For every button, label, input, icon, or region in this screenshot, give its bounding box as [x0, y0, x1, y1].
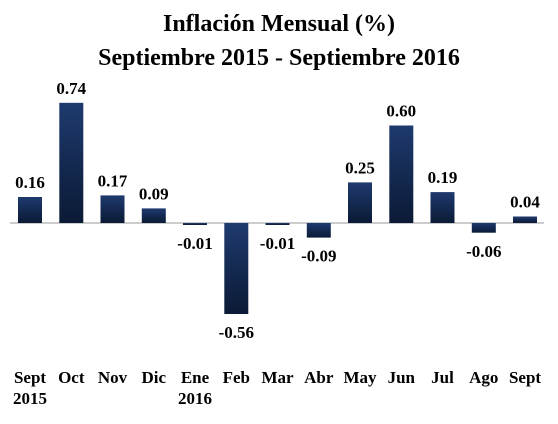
- data-label-4: -0.01: [177, 234, 212, 253]
- category-label-0: Sept: [14, 368, 46, 387]
- category-label-10: Jul: [431, 368, 454, 387]
- bar-11: [471, 223, 496, 233]
- bar-0: [18, 197, 42, 223]
- bar-2: [100, 195, 125, 223]
- category-label-5: Feb: [223, 368, 250, 387]
- data-label-9: 0.60: [386, 102, 416, 121]
- bar-1: [59, 102, 84, 223]
- bar-7: [306, 223, 331, 238]
- bar-4: [183, 223, 207, 225]
- category-label-12: Sept: [509, 368, 541, 387]
- category-label-4: Ene: [181, 368, 210, 387]
- bar-5: [224, 223, 249, 314]
- bar-12: [513, 216, 537, 223]
- data-label-7: -0.09: [301, 247, 336, 266]
- data-label-10: 0.19: [428, 168, 458, 187]
- category-label-7: Abr: [304, 368, 334, 387]
- data-label-3: 0.09: [139, 184, 169, 203]
- data-label-5: -0.56: [219, 323, 254, 342]
- category-label-2: Nov: [98, 368, 128, 387]
- data-label-0: 0.16: [15, 173, 45, 192]
- category-label-9: Jun: [388, 368, 416, 387]
- chart-title: Inflación Mensual (%): [162, 11, 395, 37]
- data-label-11: -0.06: [466, 242, 501, 261]
- data-label-1: 0.74: [56, 79, 86, 98]
- bar-9: [389, 125, 414, 223]
- data-label-8: 0.25: [345, 158, 375, 177]
- bar-8: [348, 182, 372, 223]
- bar-10: [430, 192, 455, 223]
- category-year-label-0: 2015: [13, 389, 47, 408]
- data-label-2: 0.17: [98, 171, 128, 190]
- category-label-1: Oct: [58, 368, 85, 387]
- data-label-12: 0.04: [510, 193, 540, 212]
- bar-3: [141, 208, 166, 223]
- chart-subtitle: Septiembre 2015 - Septiembre 2016: [98, 45, 460, 71]
- category-label-6: Mar: [261, 368, 294, 387]
- category-label-8: May: [343, 368, 377, 387]
- bar-6: [265, 223, 290, 225]
- category-label-11: Ago: [469, 368, 498, 387]
- data-label-6: -0.01: [260, 234, 295, 253]
- category-label-3: Dic: [142, 368, 167, 387]
- category-year-label-4: 2016: [178, 389, 212, 408]
